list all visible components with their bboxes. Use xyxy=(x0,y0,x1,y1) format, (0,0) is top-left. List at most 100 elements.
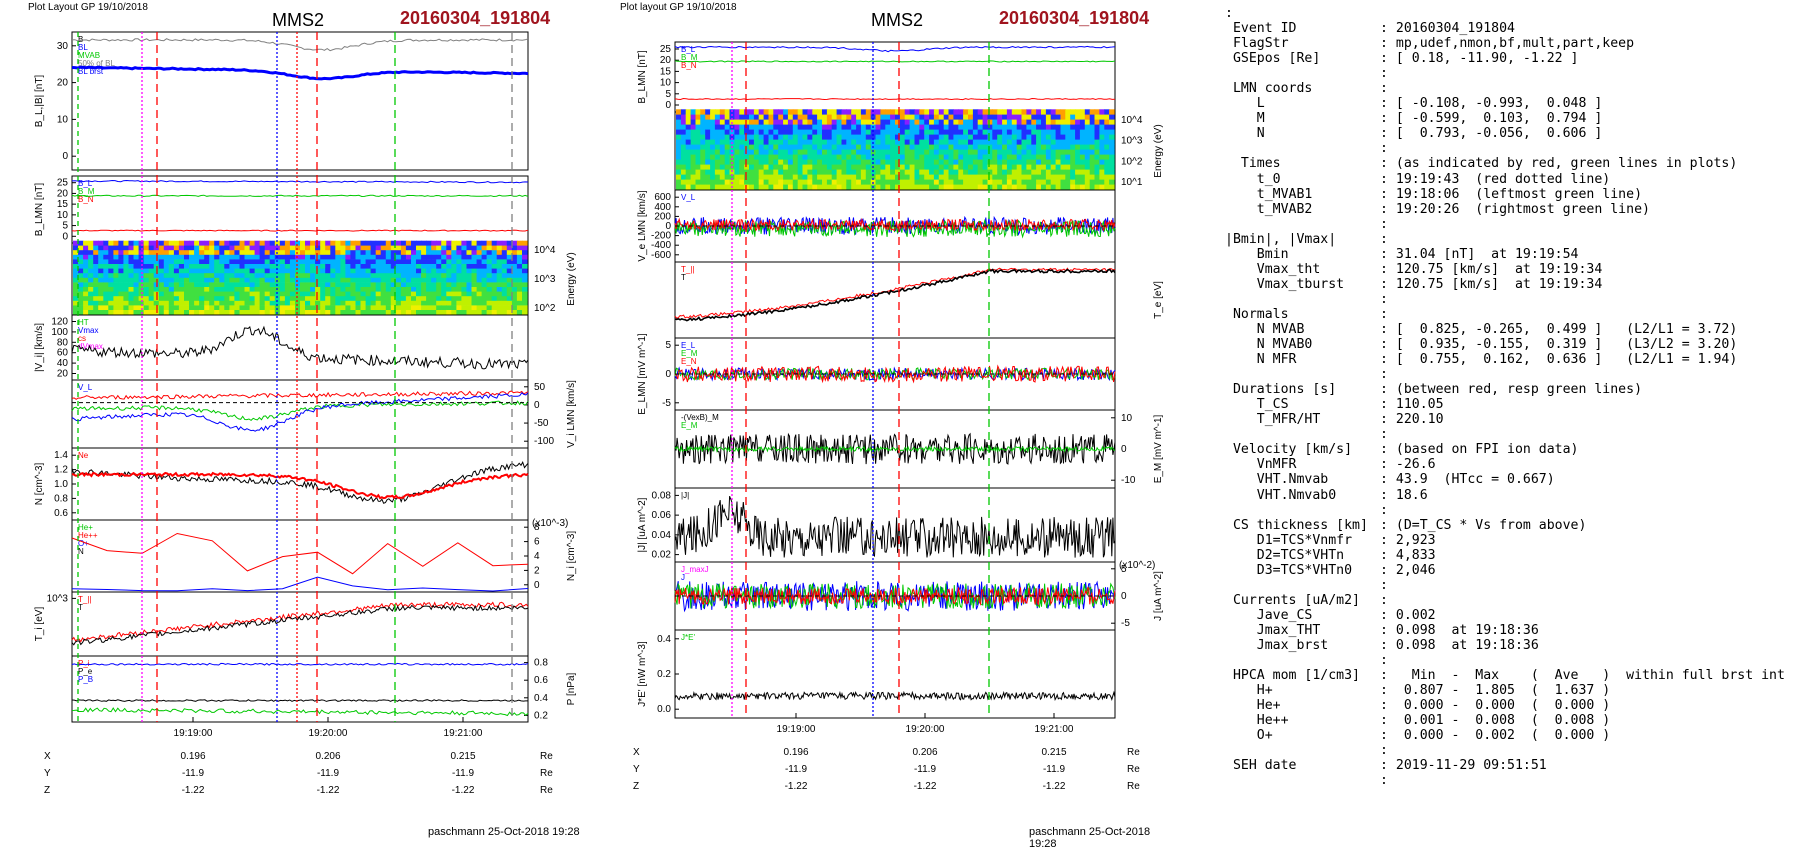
spectrogram-cell xyxy=(168,240,175,246)
spectrogram-cell xyxy=(310,259,316,264)
spectrogram-cell xyxy=(325,263,331,269)
spectrogram-cell xyxy=(817,139,823,145)
spectrogram-cell xyxy=(734,149,740,155)
spectrogram-cell xyxy=(977,109,984,115)
spectrogram-cell xyxy=(846,119,852,125)
series-line xyxy=(71,400,529,422)
spectrogram-cell xyxy=(471,272,478,278)
spectrogram-cell xyxy=(264,286,271,292)
spectrogram-cell xyxy=(846,154,852,160)
spectrogram-cell xyxy=(778,174,784,180)
spectrogram-cell xyxy=(426,263,432,269)
spectrogram-cell xyxy=(890,179,896,185)
spectrogram-cell xyxy=(841,134,847,140)
spectrogram-cell xyxy=(919,109,925,115)
spectrogram-cell xyxy=(395,263,402,269)
spectrogram-cell xyxy=(773,149,779,155)
spectrogram-cell xyxy=(899,144,906,150)
spectrogram-cell xyxy=(259,277,266,283)
spectrogram-cell xyxy=(405,254,412,260)
spectrogram-cell xyxy=(441,277,447,283)
spectrogram-cell xyxy=(219,286,225,292)
spectrogram-cell xyxy=(768,154,774,160)
spectrogram-cell xyxy=(78,259,84,264)
spectrogram-cell xyxy=(1094,144,1100,150)
spectrogram-cell xyxy=(924,129,930,135)
spectrogram-cell xyxy=(919,169,925,175)
spectrogram-cell xyxy=(1036,109,1042,115)
spectrogram-cell xyxy=(128,277,135,283)
spectrogram-cell xyxy=(758,159,765,165)
spectrogram-cell xyxy=(753,149,760,155)
spectrogram-cell xyxy=(792,184,799,190)
spectrogram-cell xyxy=(209,277,215,283)
spectrogram-cell xyxy=(214,277,220,283)
spectrogram-cell xyxy=(1045,154,1052,160)
spectrogram-cell xyxy=(158,305,165,310)
spectrogram-cell xyxy=(1050,114,1057,120)
spectrogram-cell xyxy=(948,159,954,165)
spectrogram-cell xyxy=(184,291,190,297)
spectrogram-cell xyxy=(360,300,367,306)
spectrogram-cell xyxy=(807,119,813,125)
spectrogram-cell xyxy=(972,139,979,145)
spectrogram-cell xyxy=(214,272,220,278)
legend-entry: N xyxy=(78,547,84,556)
spectrogram-cell xyxy=(1060,124,1066,130)
info-row: N MVAB0: [ 0.935, -0.155, 0.319 ] (L3/L2… xyxy=(1225,337,1800,352)
spectrogram-cell xyxy=(778,119,784,125)
spectrogram-cell xyxy=(214,259,220,264)
spectrogram-cell xyxy=(163,245,170,251)
legend-entry: T xyxy=(681,273,686,282)
spectrogram-cell xyxy=(189,305,195,310)
spectrogram-cell xyxy=(395,286,402,292)
spectrogram-cell xyxy=(295,268,301,274)
spectrogram-cell xyxy=(486,263,493,269)
spectrogram-cell xyxy=(1060,144,1066,150)
spectrogram-cell xyxy=(768,164,774,170)
spectrogram-cell xyxy=(244,272,251,278)
spectrogram-cell xyxy=(1050,139,1057,145)
spectrogram-cell xyxy=(516,245,523,251)
spectrogram-cell xyxy=(511,254,518,260)
spectrogram-cell xyxy=(481,254,488,260)
spectrogram-cell xyxy=(471,282,478,287)
spectrogram-cell xyxy=(1045,164,1052,170)
spectrogram-cell xyxy=(909,159,916,165)
spectrogram-cell xyxy=(451,295,457,301)
spectrogram-cell xyxy=(128,300,135,306)
spectrogram-cell xyxy=(856,144,862,150)
spectrogram-cell xyxy=(938,184,945,190)
spectrogram-cell xyxy=(890,154,896,160)
spectrogram-cell xyxy=(269,240,276,246)
spectrogram-cell xyxy=(895,174,901,180)
spectrogram-cell xyxy=(375,268,382,274)
spectrogram-cell xyxy=(963,149,969,155)
spectrogram-cell xyxy=(899,114,906,120)
spectrogram-cell xyxy=(416,291,422,297)
spectrogram-cell xyxy=(1099,149,1105,155)
spectrogram-cell xyxy=(997,154,1003,160)
spectrogram-cell xyxy=(1002,139,1008,145)
position-axis-label: Z xyxy=(44,785,50,796)
info-row: : xyxy=(1225,653,1800,668)
spectrogram-cell xyxy=(269,286,276,292)
spectrogram-cell xyxy=(254,268,261,274)
spectrogram-cell xyxy=(1055,159,1062,165)
spectrogram-cell xyxy=(259,263,266,269)
spectrogram-cell xyxy=(471,268,478,274)
spectrogram-cell xyxy=(204,259,210,264)
spectrogram-cell xyxy=(466,268,473,274)
spectrogram-cell xyxy=(456,249,462,255)
spectrogram-cell xyxy=(365,305,372,310)
spectrogram-cell xyxy=(184,300,190,306)
spectrogram-cell xyxy=(724,124,731,130)
spectrogram-cell xyxy=(987,129,993,135)
spectrogram-cell xyxy=(851,124,857,130)
spectrogram-cell xyxy=(168,282,175,287)
spectrogram-cell xyxy=(1031,109,1037,115)
spectrogram-cell xyxy=(768,109,774,115)
spectrogram-cell xyxy=(511,291,518,297)
spectrogram-cell xyxy=(279,263,286,269)
spectrogram-cell xyxy=(345,240,351,246)
